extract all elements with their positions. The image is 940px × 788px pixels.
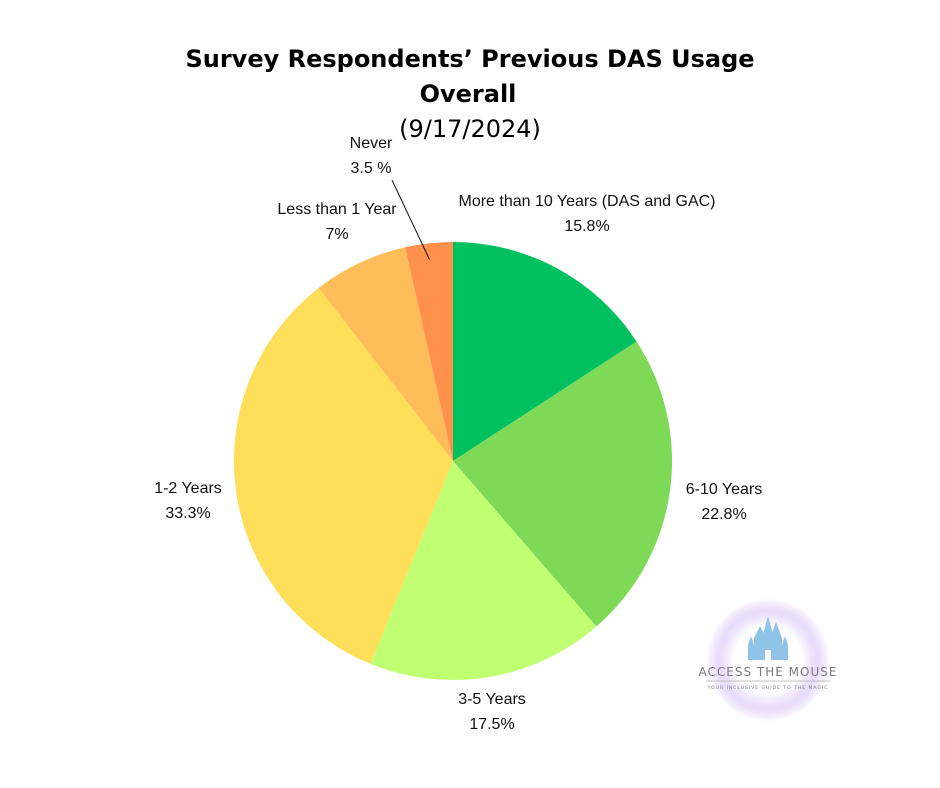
slice-label-less-than-1-year: Less than 1 Year 7% <box>277 201 397 243</box>
pie-slice-6-10-years <box>453 341 672 627</box>
slice-value-label: 15.8% <box>564 218 609 235</box>
slice-value-label: 17.5% <box>469 716 514 733</box>
brand-logo: ACCESS THE MOUSE YOUR INCLUSIVE GUIDE TO… <box>699 598 838 722</box>
slice-category-label: Never <box>350 135 393 152</box>
chart-subtitle-overall: Overall <box>420 80 517 108</box>
slice-value-label: 3.5 % <box>351 160 392 177</box>
slice-category-label: More than 10 Years (DAS and GAC) <box>458 193 715 210</box>
chart-subtitle-date: (9/17/2024) <box>399 115 541 143</box>
slice-label-1-2-years: 1-2 Years 33.3% <box>154 480 222 522</box>
pie-slice-more-than-10-years-das-and-gac <box>453 242 637 461</box>
slice-category-label: 3-5 Years <box>458 691 526 708</box>
slice-value-label: 22.8% <box>701 506 746 523</box>
logo-tagline: YOUR INCLUSIVE GUIDE TO THE MAGIC <box>707 685 829 691</box>
slice-labels: More than 10 Years (DAS and GAC) 15.8% 6-1… <box>154 135 762 733</box>
castle-icon <box>748 616 788 660</box>
slice-category-label: 1-2 Years <box>154 480 222 497</box>
slice-category-label: Less than 1 Year <box>277 201 397 218</box>
pie-chart <box>234 242 672 680</box>
pie-slice-never <box>405 242 453 461</box>
pie-slice-less-than-1-year <box>318 247 453 461</box>
slice-label-never: Never 3.5 % <box>350 135 393 177</box>
slice-value-label: 7% <box>325 226 348 243</box>
chart-title: Survey Respondents’ Previous DAS Usage <box>185 45 754 73</box>
slice-category-label: 6-10 Years <box>686 481 763 498</box>
slice-label-6-10-years: 6-10 Years 22.8% <box>686 481 763 523</box>
slice-label-more-than-10-years-das-and-gac: More than 10 Years (DAS and GAC) 15.8% <box>458 193 715 235</box>
leader-line-never <box>391 179 430 260</box>
pie-slice-1-2-years <box>234 288 453 664</box>
slice-label-3-5-years: 3-5 Years 17.5% <box>458 691 526 733</box>
pie-slice-3-5-years <box>370 461 597 680</box>
logo-name: ACCESS THE MOUSE <box>699 665 838 679</box>
slice-value-label: 33.3% <box>165 505 210 522</box>
